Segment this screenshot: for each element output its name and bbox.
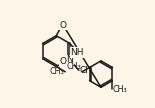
Text: CH₃: CH₃ [49, 67, 64, 76]
Text: O: O [59, 57, 66, 66]
Text: CH₃: CH₃ [113, 85, 128, 94]
Text: NH: NH [70, 48, 84, 57]
Text: O: O [59, 21, 66, 30]
Text: Cl: Cl [80, 66, 88, 75]
Text: N: N [66, 55, 73, 64]
Text: CH₃: CH₃ [67, 62, 82, 71]
